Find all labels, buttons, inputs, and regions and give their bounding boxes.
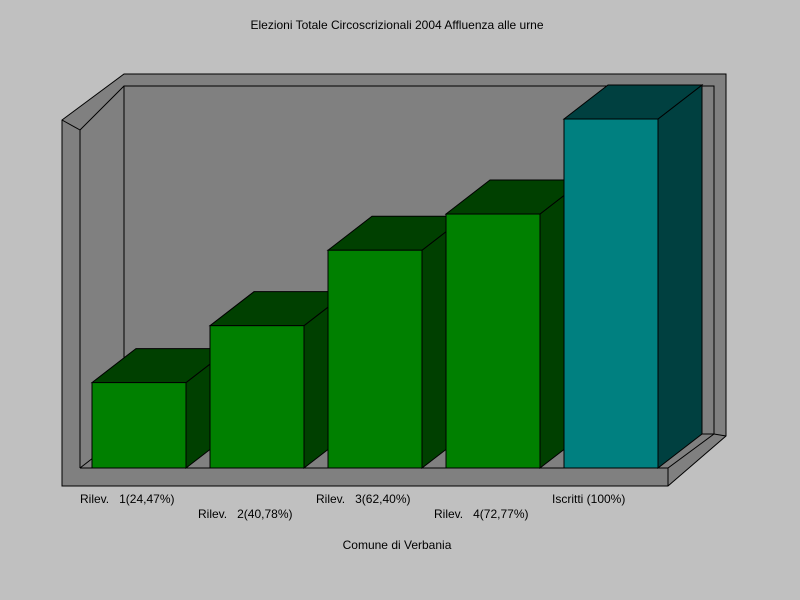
bar: [327, 249, 423, 469]
x-tick-label: Rilev. 2(40,78%): [198, 507, 292, 521]
x-tick-label: Rilev. 3(62,40%): [316, 492, 410, 506]
x-tick-label: Iscritti (100%): [552, 492, 625, 506]
frame-edge: [79, 85, 715, 434]
bar-side: [657, 83, 703, 470]
bar: [91, 382, 187, 469]
bar: [445, 213, 541, 469]
chart-title: Elezioni Totale Circoscrizionali 2004 Af…: [250, 18, 543, 32]
x-axis-title: Comune di Verbania: [343, 538, 452, 552]
x-tick-label: Rilev. 4(72,77%): [434, 507, 528, 521]
bar: [209, 325, 305, 469]
bar: [563, 118, 659, 469]
x-tick-label: Rilev. 1(24,47%): [80, 492, 174, 506]
